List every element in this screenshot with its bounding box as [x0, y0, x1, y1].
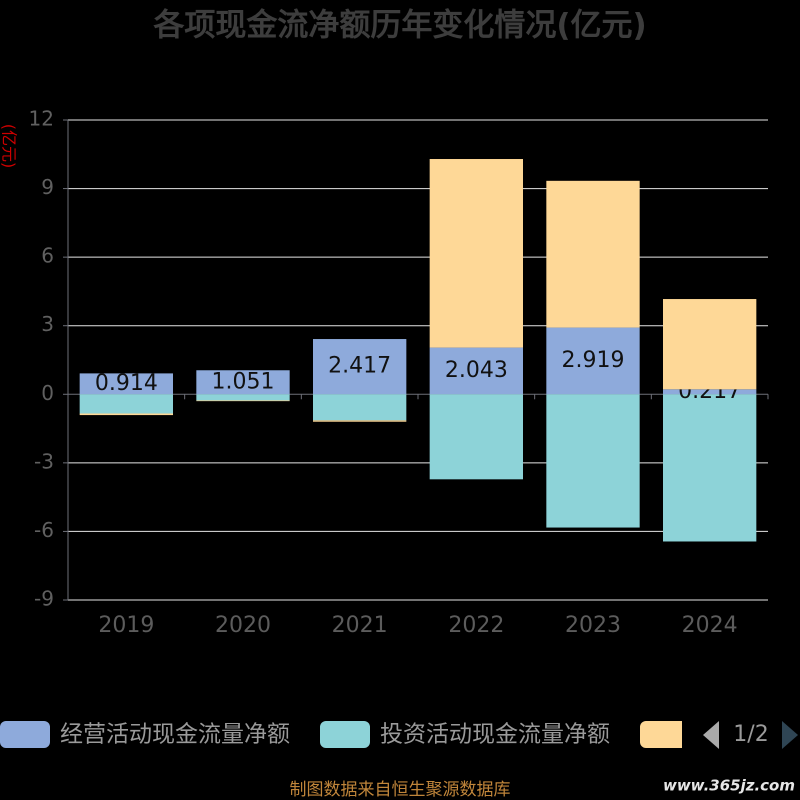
bar-series-2-2020: [196, 394, 290, 401]
bar-series-2-2024: [663, 394, 757, 542]
pager-next-icon[interactable]: [782, 721, 798, 749]
bar-series-1-2021: [313, 339, 407, 395]
x-tick-label: 2021: [332, 613, 388, 638]
bar-series-2-2019: [79, 394, 173, 414]
x-tick-label: 2024: [682, 613, 738, 638]
data-label-2019: 0.914: [95, 371, 158, 396]
axes: 12 9 6 3 0 -3 -6 -9 2019 2020 2021 2022 2023 2024: [29, 107, 769, 638]
bar-series-1-2024: [663, 389, 757, 395]
pager-prev-icon[interactable]: [703, 721, 719, 749]
legend-swatch: [320, 721, 370, 748]
bar-series-2-2021: [313, 394, 407, 421]
bars-top-series: [79, 159, 757, 422]
y-axis-name: (亿元): [0, 124, 19, 169]
y-tick-label: 3: [41, 312, 54, 336]
bar-series-2-2023: [546, 394, 640, 528]
bar-series-3-2020: [196, 400, 290, 402]
bars: [79, 327, 757, 542]
bar-series-3-2024: [663, 299, 757, 390]
data-source-note: 制图数据来自恒生聚源数据库: [290, 780, 511, 800]
legend: 经营活动现金流量净额 投资活动现金流量净额: [0, 721, 690, 748]
grid: [68, 119, 768, 601]
y-tick-label: 9: [41, 175, 54, 199]
bar-series-1-2020: [196, 370, 290, 395]
bar-series-3-2023: [546, 180, 640, 328]
data-label-2023: 2.919: [562, 348, 625, 373]
x-tick-label: 2020: [215, 613, 271, 638]
data-label-2020: 1.051: [212, 369, 275, 394]
legend-swatch: [640, 721, 682, 748]
bar-series-3-2022: [429, 159, 523, 348]
y-tick-label: 12: [29, 107, 54, 131]
bar-series-3-2019: [79, 413, 173, 416]
y-tick-label: 0: [41, 381, 54, 405]
x-tick-label: 2019: [98, 613, 154, 638]
legend-label: 投资活动现金流量净额: [380, 722, 610, 748]
legend-item-operating[interactable]: 经营活动现金流量净额: [0, 721, 290, 748]
legend-item-third[interactable]: [640, 721, 690, 748]
legend-label: 经营活动现金流量净额: [60, 722, 290, 748]
legend-swatch: [0, 721, 50, 748]
legend-item-investing[interactable]: 投资活动现金流量净额: [320, 721, 610, 748]
legend-pager: 1/2: [703, 721, 798, 749]
bar-series-1-2022: [429, 347, 523, 395]
y-tick-label: -9: [34, 587, 54, 611]
bar-series-1-2019: [79, 373, 173, 395]
x-tick-label: 2022: [448, 613, 504, 638]
y-tick-label: 6: [41, 244, 54, 268]
bar-series-2-2022: [429, 394, 523, 480]
data-label-2022: 2.043: [445, 358, 508, 383]
y-tick-label: -3: [34, 449, 54, 473]
x-tick-label: 2023: [565, 613, 621, 638]
bar-series-1-2023: [546, 327, 640, 395]
chart-title: 各项现金流净额历年变化情况(亿元): [152, 8, 646, 44]
pager-page-indicator: 1/2: [733, 722, 768, 747]
watermark: www.365jz.com: [663, 777, 795, 795]
y-tick-label: -6: [34, 518, 54, 542]
data-label-2021: 2.417: [328, 354, 391, 379]
bar-series-3-2021: [313, 420, 407, 422]
